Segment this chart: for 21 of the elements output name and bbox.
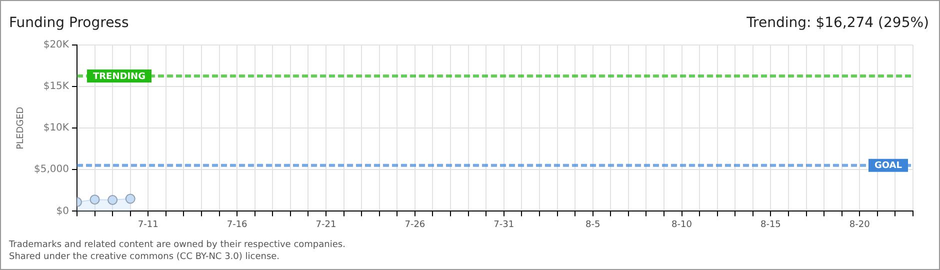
text: Trademarks and related content are owned by their respective companies. (8, 240, 346, 250)
x-tick-label: 8-15 (760, 220, 781, 230)
x-tick-label: 8-20 (849, 220, 870, 230)
x-tick-label: 7-26 (404, 220, 426, 230)
text: Shared under the creative commons (CC BY-NC 3.0) license. (9, 252, 280, 262)
y-tick-label: $0 (56, 206, 69, 217)
y-axis-title: PLEDGED (16, 106, 26, 150)
y-tick-label: $10K (43, 122, 70, 134)
ref-line-label: TRENDING (92, 72, 146, 82)
ref-line-label: GOAL (874, 161, 902, 172)
x-tick-label: 7-16 (226, 220, 248, 230)
x-tick-label: 8-5 (585, 220, 600, 230)
x-tick-label: 7-11 (138, 220, 158, 230)
x-tick-label: 7-21 (316, 220, 336, 230)
x-tick-label: 8-10 (672, 220, 692, 230)
y-tick-label: $5,000 (34, 164, 69, 176)
y-tick-label: $20K (43, 40, 70, 51)
text: Trending: $16,274 (295%) (746, 15, 929, 31)
y-tick-label: $15K (43, 81, 70, 92)
x-tick-label: 7-31 (494, 220, 514, 230)
chart-title: Funding Progress (9, 15, 129, 31)
